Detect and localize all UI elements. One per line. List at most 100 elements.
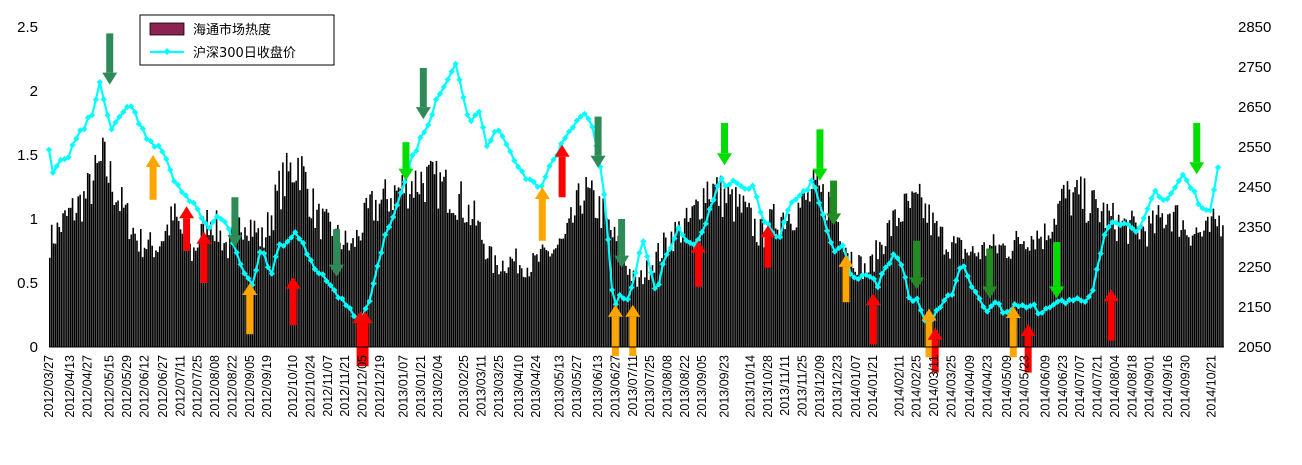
arrow-head bbox=[227, 235, 243, 248]
heat-bar bbox=[884, 246, 887, 347]
arrow-head bbox=[812, 168, 828, 181]
x-tick-label: 2014/07/07 bbox=[1073, 355, 1087, 418]
heat-bar bbox=[316, 209, 318, 347]
heat-bar bbox=[822, 184, 824, 347]
heat-bar bbox=[1184, 229, 1186, 347]
heat-bar bbox=[333, 243, 335, 347]
heat-bar bbox=[852, 268, 855, 347]
heat-bar bbox=[1026, 247, 1029, 347]
heat-bar bbox=[553, 249, 555, 347]
x-tick-label: 2013/09/23 bbox=[718, 355, 732, 418]
heat-bar bbox=[426, 166, 428, 347]
heat-bar bbox=[1161, 213, 1164, 347]
legend-label-heat: 海通市场热度 bbox=[193, 22, 271, 38]
arrow-head bbox=[1005, 306, 1021, 319]
heat-bar bbox=[507, 267, 510, 347]
heat-bar bbox=[94, 154, 97, 347]
arrow-head bbox=[760, 225, 776, 238]
heat-bar bbox=[572, 222, 574, 347]
price-point bbox=[194, 205, 201, 213]
heat-bar bbox=[62, 213, 64, 347]
heat-bar bbox=[1119, 223, 1122, 347]
heat-bar bbox=[807, 189, 809, 347]
price-point bbox=[1164, 195, 1171, 203]
y-right-tick-label: 2850 bbox=[1238, 19, 1271, 36]
heat-bar bbox=[638, 277, 641, 347]
heat-bar bbox=[1013, 240, 1016, 347]
heat-bar bbox=[519, 265, 521, 347]
heat-bar bbox=[579, 205, 582, 347]
price-point bbox=[1046, 304, 1054, 311]
arrow-head bbox=[590, 155, 606, 168]
heat-bar bbox=[524, 277, 527, 347]
price-point bbox=[1031, 301, 1038, 308]
heat-bar bbox=[117, 200, 119, 347]
heat-bar bbox=[1062, 184, 1065, 347]
heat-bar bbox=[754, 218, 756, 347]
heat-bar bbox=[886, 223, 889, 347]
heat-bar bbox=[600, 228, 603, 347]
heat-bar bbox=[549, 256, 551, 347]
heat-bar bbox=[710, 201, 713, 347]
heat-bar bbox=[1097, 207, 1099, 347]
down-arrow bbox=[590, 116, 606, 168]
heat-bar bbox=[551, 253, 553, 347]
x-tick-label: 2012/12/19 bbox=[373, 355, 387, 418]
price-point bbox=[1093, 266, 1100, 273]
heat-bar bbox=[130, 234, 133, 347]
x-tick-label: 2014/01/21 bbox=[866, 355, 880, 418]
price-point bbox=[84, 114, 92, 121]
heat-bar bbox=[1169, 213, 1171, 347]
heat-bar bbox=[401, 175, 404, 347]
y-right-tick-label: 2650 bbox=[1238, 99, 1271, 116]
x-tick-label: 2012/05/29 bbox=[120, 355, 134, 418]
heat-bar bbox=[293, 182, 296, 347]
arrow-head bbox=[329, 264, 345, 277]
y-left-tick-label: 1 bbox=[30, 211, 38, 228]
heat-bar bbox=[657, 243, 659, 347]
heat-bar bbox=[490, 246, 493, 347]
price-point bbox=[890, 251, 897, 258]
x-tick-label: 2012/03/27 bbox=[42, 355, 56, 418]
heat-bar bbox=[1087, 220, 1090, 347]
heat-bar bbox=[979, 259, 982, 347]
heat-bar bbox=[1138, 239, 1141, 347]
x-tick-label: 2012/11/07 bbox=[321, 355, 335, 417]
heat-bar bbox=[765, 244, 767, 347]
y-left-tick-label: 0 bbox=[30, 339, 38, 356]
heat-bar bbox=[464, 222, 466, 347]
heat-bar bbox=[1142, 226, 1145, 347]
x-tick-label: 2013/11/11 bbox=[778, 355, 792, 416]
heat-bar bbox=[1134, 222, 1137, 347]
y-right-tick-label: 2150 bbox=[1238, 299, 1271, 316]
price-point bbox=[81, 125, 88, 133]
x-tick-label: 2012/05/15 bbox=[103, 355, 117, 418]
price-point bbox=[116, 113, 123, 121]
heat-bar bbox=[736, 206, 739, 347]
x-tick-label: 2013/10/28 bbox=[761, 355, 775, 418]
heat-bar bbox=[407, 208, 409, 347]
heat-bar bbox=[465, 222, 468, 347]
x-tick-label: 2013/12/23 bbox=[830, 355, 844, 418]
up-arrow bbox=[760, 225, 776, 268]
heat-bar bbox=[934, 223, 936, 347]
heat-bar bbox=[115, 202, 117, 347]
price-point bbox=[362, 305, 369, 312]
x-tick-label: 2013/03/25 bbox=[492, 355, 506, 418]
heat-bar bbox=[712, 183, 714, 347]
heat-bar bbox=[795, 227, 798, 347]
heat-bar bbox=[1133, 216, 1135, 347]
price-point bbox=[198, 214, 205, 222]
arrow-shaft bbox=[694, 252, 702, 287]
heat-bar bbox=[88, 174, 91, 347]
heat-bar bbox=[64, 210, 66, 347]
heat-bar bbox=[266, 212, 269, 347]
heat-bar bbox=[776, 229, 779, 347]
price-point bbox=[1195, 200, 1202, 208]
price-point bbox=[1132, 228, 1140, 235]
down-arrow bbox=[909, 240, 925, 290]
heat-bar bbox=[960, 239, 963, 347]
heat-bar bbox=[672, 251, 675, 347]
heat-bar bbox=[357, 236, 360, 347]
